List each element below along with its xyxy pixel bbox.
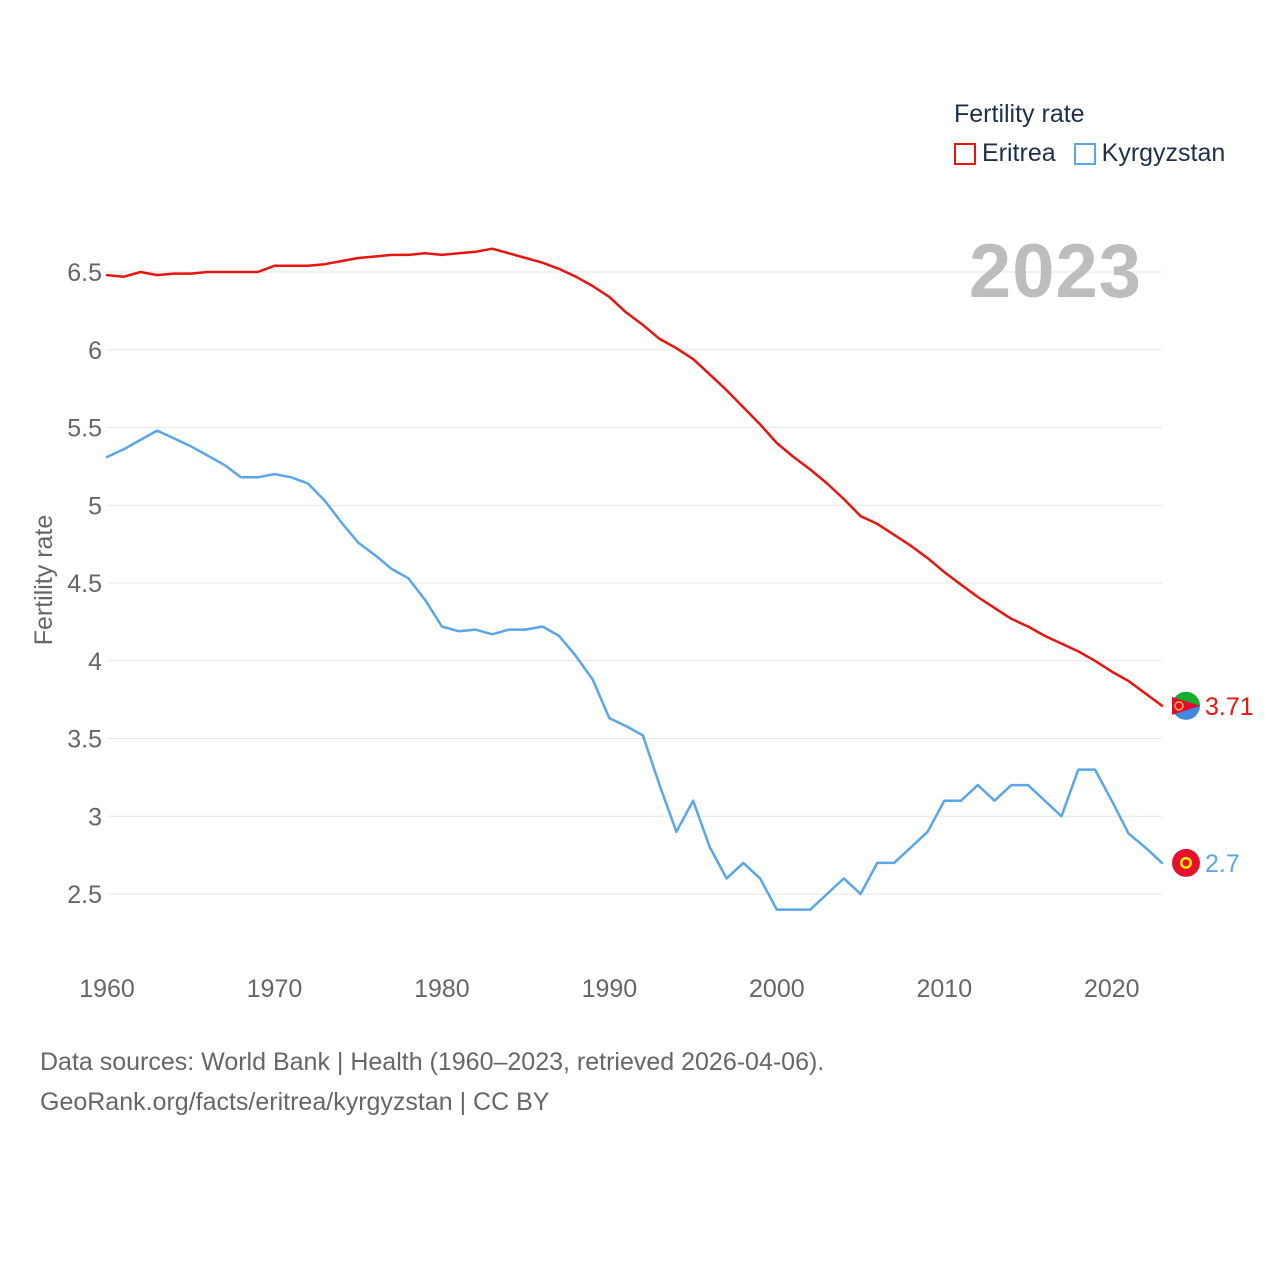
- x-tick-label: 2020: [1084, 975, 1140, 1003]
- x-tick-label: 1980: [414, 975, 470, 1003]
- legend-swatch-eritrea: [954, 142, 976, 165]
- series-line-eritrea[interactable]: [105, 247, 1164, 708]
- kyrgyzstan-flag-icon: [1172, 848, 1200, 877]
- series-lines: [105, 247, 1164, 911]
- legend-item-kyrgyzstan[interactable]: Kyrgyzstan: [1073, 139, 1226, 168]
- y-tick-label: 3.5: [67, 726, 102, 754]
- footer-sources: Data sources: World Bank | Health (1960–…: [40, 1048, 825, 1076]
- eritrea-flag-icon: [1172, 691, 1200, 720]
- end-value-label-eritrea: 3.71: [1205, 693, 1254, 721]
- series-line-kyrgyzstan[interactable]: [105, 429, 1164, 911]
- x-tick-label: 1990: [582, 975, 638, 1003]
- x-tick-label: 2000: [749, 975, 805, 1003]
- y-tick-label: 3: [88, 803, 102, 831]
- grid-lines: [107, 271, 1162, 895]
- y-tick-label: 6: [88, 337, 102, 365]
- y-tick-label: 4.5: [67, 570, 102, 598]
- footer-credit[interactable]: GeoRank.org/facts/eritrea/kyrgyzstan | C…: [40, 1088, 550, 1116]
- x-axis-ticks: 1960 1970 1980 1990 2000 2010 2020: [79, 975, 1139, 1003]
- y-tick-label: 2.5: [67, 881, 102, 909]
- y-tick-label: 6.5: [67, 259, 102, 287]
- legend-swatch-kyrgyzstan: [1073, 142, 1096, 165]
- x-tick-label: 2010: [916, 975, 972, 1003]
- legend-label-eritrea: Eritrea: [982, 139, 1056, 167]
- legend-label-kyrgyzstan: Kyrgyzstan: [1101, 139, 1226, 167]
- legend: Fertility rate Eritrea Kyrgyzstan: [954, 100, 1243, 168]
- x-tick-label: 1960: [79, 975, 135, 1003]
- x-tick-label: 1970: [247, 975, 303, 1003]
- y-axis-ticks: 2.5 3 3.5 4 4.5 5 5.5 6 6.5: [67, 259, 102, 909]
- y-tick-label: 5: [88, 492, 102, 520]
- y-axis-label: Fertility rate: [30, 515, 58, 646]
- y-tick-label: 4: [88, 648, 102, 676]
- current-year-label: 2023: [968, 229, 1142, 314]
- footer: Data sources: World Bank | Health (1960–…: [40, 1042, 824, 1122]
- legend-title: Fertility rate: [954, 100, 1085, 128]
- end-value-label-kyrgyzstan: 2.7: [1205, 850, 1240, 878]
- y-tick-label: 5.5: [67, 415, 102, 443]
- legend-item-eritrea[interactable]: Eritrea: [954, 139, 1056, 168]
- series-end-markers: 3.71 2.7: [1172, 691, 1254, 878]
